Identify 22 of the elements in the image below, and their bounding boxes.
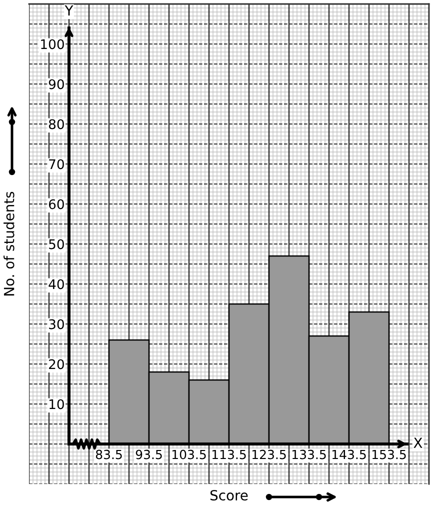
y-tick-label: 70 [49, 159, 64, 170]
x-tick-label: 133.5 [292, 450, 326, 460]
y-tick-label: 20 [49, 359, 64, 370]
y-tick-label: 60 [48, 199, 64, 210]
annotation: X [414, 438, 422, 448]
x-tick-label: 153.5 [372, 450, 406, 460]
y-tick-label: 10 [49, 399, 64, 410]
annotation: Y [64, 5, 74, 16]
x-tick-label: 123.5 [252, 450, 286, 460]
x-tick-label: 113.5 [212, 450, 246, 460]
y-tick-label: 40 [48, 279, 64, 290]
x-tick-label: 143.5 [332, 450, 366, 460]
y-tick-label: 80 [48, 119, 64, 130]
x-tick-label: 93.5 [136, 450, 162, 460]
y-tick-label: 50 [49, 239, 64, 250]
y-axis-title: No. of students [4, 192, 14, 296]
y-tick-label: 90 [48, 79, 64, 90]
y-tick-label: 30 [49, 319, 64, 330]
x-tick-label: 83.5 [96, 450, 122, 460]
x-axis-title: Score [210, 490, 248, 501]
y-tick-label: 100 [41, 39, 64, 50]
x-tick-label: 103.5 [172, 450, 206, 460]
